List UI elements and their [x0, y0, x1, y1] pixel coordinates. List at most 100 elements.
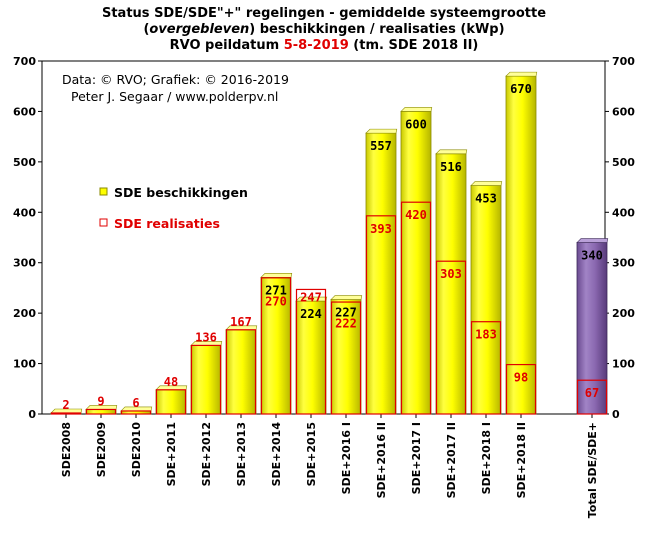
x-category-label: Total SDE/SDE+: [586, 422, 599, 518]
bar-beschikking: [85, 409, 117, 415]
data-label-realisatie: 247: [300, 290, 322, 304]
bar-top-face: [576, 238, 609, 243]
bar-top-face: [400, 107, 433, 112]
y-tick-label: 400: [13, 206, 36, 219]
bar-beschikking: [505, 75, 537, 415]
data-label-beschikking: 271: [265, 283, 287, 297]
data-label-realisatie: 2: [62, 398, 69, 412]
chart-title: Status SDE/SDE"+" regelingen - gemiddeld…: [102, 6, 546, 53]
data-label-beschikking: 516: [440, 160, 462, 174]
data-label-realisatie: 98: [514, 371, 528, 385]
x-category-label: SDE+2016 II: [375, 422, 388, 498]
y-tick-label-right: 0: [612, 408, 620, 421]
legend-swatch-beschikkingen: [99, 187, 108, 196]
y-tick-label-right: 300: [612, 257, 635, 270]
data-label-beschikking: 670: [510, 82, 532, 96]
bar-beschikking: [225, 329, 257, 415]
bar-realisatie: [85, 408, 117, 415]
x-category-label: SDE2010: [130, 422, 143, 478]
bar-realisatie: [576, 379, 608, 415]
chart-credits: Data: © RVO; Grafiek: © 2016-2019 Peter J…: [62, 72, 289, 104]
x-category-label: SDE2008: [60, 422, 73, 477]
credit-line: Data: © RVO; Grafiek: © 2016-2019: [62, 72, 289, 87]
bar-realisatie: [435, 260, 467, 415]
bar-realisatie: [365, 215, 397, 415]
x-category-label: SDE+2014: [270, 422, 283, 487]
y-tick-label-right: 500: [612, 156, 635, 169]
x-category-label: SDE+2015: [305, 422, 318, 486]
bar-realisatie: [505, 363, 537, 415]
y-tick-label: 100: [13, 358, 36, 371]
data-label-realisatie: 6: [132, 396, 139, 410]
data-label-realisatie: 393: [370, 222, 392, 236]
x-category-label: SDE2009: [95, 422, 108, 477]
x-category-label: SDE+2016 I: [340, 422, 353, 494]
bar-beschikking: [470, 185, 502, 415]
bar-beschikking: [190, 345, 222, 415]
bar-top-face: [365, 128, 398, 134]
data-label-realisatie: 48: [164, 375, 178, 389]
data-label-beschikking: 600: [405, 117, 427, 131]
bar-beschikking: [330, 299, 362, 415]
data-label-realisatie: 303: [440, 267, 462, 281]
bar-realisatie: [330, 301, 362, 415]
x-category-label: SDE+2017 II: [445, 422, 458, 498]
x-category-label: SDE+2017 I: [410, 422, 423, 494]
x-category-label: SDE+2018 I: [480, 422, 493, 494]
x-category-label: SDE+2018 II: [515, 422, 528, 498]
data-label-beschikking: 557: [370, 139, 392, 153]
x-category-label: SDE+2011: [165, 422, 178, 486]
x-category-label: SDE+2013: [235, 422, 248, 486]
y-tick-label-right: 700: [612, 55, 635, 68]
y-tick-label-right: 200: [612, 307, 635, 320]
legend-label-beschikkingen: SDE beschikkingen: [114, 185, 248, 200]
bar-top-face: [505, 71, 538, 77]
bar-top-face: [435, 149, 468, 155]
bar-beschikking: [155, 389, 187, 415]
bar-realisatie: [120, 410, 152, 415]
y-tick-label: 700: [13, 55, 36, 68]
bar-realisatie: [295, 288, 327, 415]
data-label-realisatie: 136: [195, 330, 217, 344]
data-label-beschikking: 453: [475, 192, 497, 206]
chart-axes: 0 0 100 100 200 200 300 300 400 400 500 500 600 600 70…: [13, 55, 635, 518]
bar-realisatie: [400, 201, 432, 415]
bar-beschikking: [365, 132, 397, 415]
y-tick-label: 600: [13, 105, 36, 118]
data-label-realisatie: 222: [335, 317, 357, 331]
legend-swatch-realisaties: [99, 218, 108, 227]
data-label-realisatie: 270: [265, 294, 287, 308]
chart-bars: [50, 71, 609, 415]
y-tick-label: 200: [13, 307, 36, 320]
credit-line: Peter J. Segaar / www.polderpv.nl: [71, 89, 278, 104]
chart-legend: SDE beschikkingen SDE realisaties: [99, 185, 248, 231]
bar-realisatie: [260, 277, 292, 415]
y-tick-label-right: 100: [612, 358, 635, 371]
data-label-realisatie: 67: [585, 386, 599, 400]
bar-realisatie: [470, 321, 502, 415]
y-tick-label: 300: [13, 257, 36, 270]
bar-realisatie: [225, 329, 257, 415]
title-line: (overgebleven) beschikkingen / realisati…: [143, 22, 504, 37]
bar-beschikking: [400, 111, 432, 415]
bar-realisatie: [50, 412, 82, 415]
data-label-realisatie: 420: [405, 208, 427, 222]
bar-top-face: [260, 273, 293, 278]
y-tick-label-right: 600: [612, 105, 635, 118]
bar-top-face: [330, 295, 363, 300]
bar-realisatie: [190, 344, 222, 415]
bar-beschikking: [260, 276, 292, 415]
data-label-beschikking: 224: [300, 307, 322, 321]
legend-label-realisaties: SDE realisaties: [114, 216, 220, 231]
bar-realisatie: [155, 389, 187, 415]
y-tick-label-right: 400: [612, 206, 635, 219]
title-line: Status SDE/SDE"+" regelingen - gemiddeld…: [102, 6, 546, 21]
y-tick-label: 0: [28, 408, 36, 421]
bar-top-face: [295, 296, 328, 302]
data-label-beschikking: 227: [335, 306, 357, 320]
bar-top-face: [470, 181, 503, 186]
x-category-label: SDE+2012: [200, 422, 213, 486]
data-label-realisatie: 9: [97, 394, 104, 408]
